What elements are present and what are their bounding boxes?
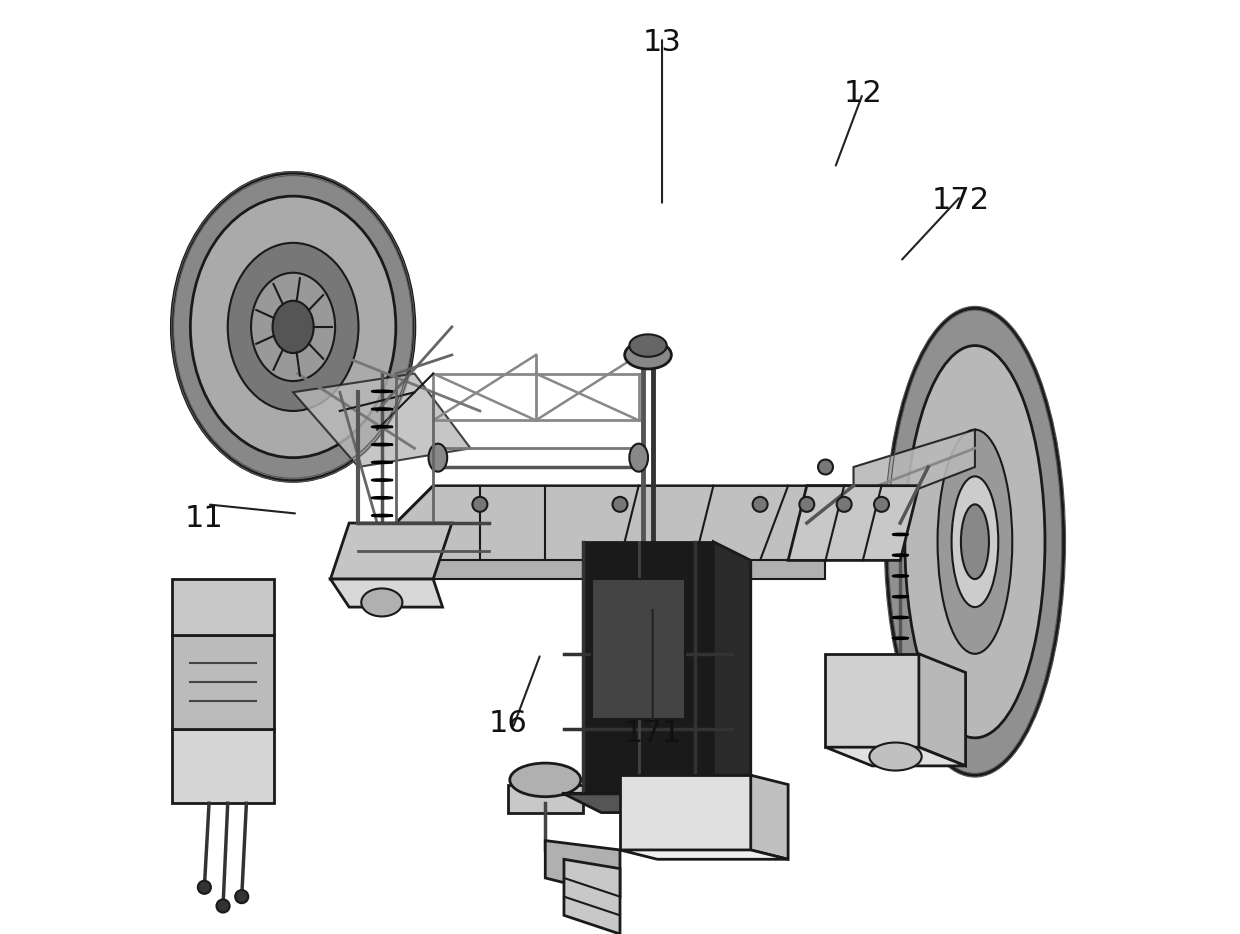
Ellipse shape	[837, 497, 852, 512]
Text: 12: 12	[843, 78, 882, 108]
Ellipse shape	[630, 334, 667, 357]
Ellipse shape	[625, 341, 671, 369]
Polygon shape	[620, 775, 750, 850]
Polygon shape	[750, 775, 789, 859]
Ellipse shape	[361, 588, 402, 616]
Text: 11: 11	[185, 503, 223, 533]
Ellipse shape	[429, 444, 448, 472]
Ellipse shape	[937, 430, 1012, 654]
Text: 172: 172	[931, 186, 990, 216]
Ellipse shape	[228, 243, 358, 411]
Polygon shape	[583, 542, 713, 794]
Text: 171: 171	[624, 718, 682, 748]
Ellipse shape	[800, 497, 815, 512]
Polygon shape	[293, 374, 470, 467]
Polygon shape	[358, 560, 826, 579]
Polygon shape	[171, 579, 274, 635]
Polygon shape	[826, 747, 966, 766]
Ellipse shape	[510, 763, 580, 797]
Ellipse shape	[472, 497, 487, 512]
Ellipse shape	[818, 460, 833, 474]
Text: 13: 13	[642, 27, 682, 57]
Ellipse shape	[753, 497, 768, 512]
Ellipse shape	[217, 899, 229, 913]
Ellipse shape	[905, 346, 1045, 738]
Polygon shape	[330, 579, 443, 607]
Polygon shape	[564, 859, 620, 934]
Polygon shape	[620, 850, 789, 859]
Polygon shape	[789, 486, 919, 560]
Polygon shape	[564, 794, 770, 813]
Polygon shape	[591, 579, 686, 719]
Polygon shape	[546, 841, 620, 897]
Ellipse shape	[630, 444, 649, 472]
Ellipse shape	[171, 173, 414, 481]
Polygon shape	[919, 654, 966, 766]
Polygon shape	[713, 542, 750, 813]
Polygon shape	[508, 785, 583, 813]
Ellipse shape	[613, 497, 627, 512]
Polygon shape	[171, 635, 274, 729]
Ellipse shape	[198, 881, 211, 894]
Ellipse shape	[961, 504, 990, 579]
Ellipse shape	[236, 890, 248, 903]
Ellipse shape	[887, 308, 1064, 775]
Text: 16: 16	[489, 709, 527, 739]
Ellipse shape	[869, 743, 921, 771]
Polygon shape	[358, 486, 900, 560]
Ellipse shape	[874, 497, 889, 512]
Ellipse shape	[273, 301, 314, 353]
Ellipse shape	[250, 273, 335, 381]
Polygon shape	[826, 654, 919, 747]
Polygon shape	[853, 430, 975, 514]
Ellipse shape	[191, 196, 396, 458]
Polygon shape	[171, 729, 274, 803]
Ellipse shape	[951, 476, 998, 607]
Polygon shape	[330, 523, 451, 579]
